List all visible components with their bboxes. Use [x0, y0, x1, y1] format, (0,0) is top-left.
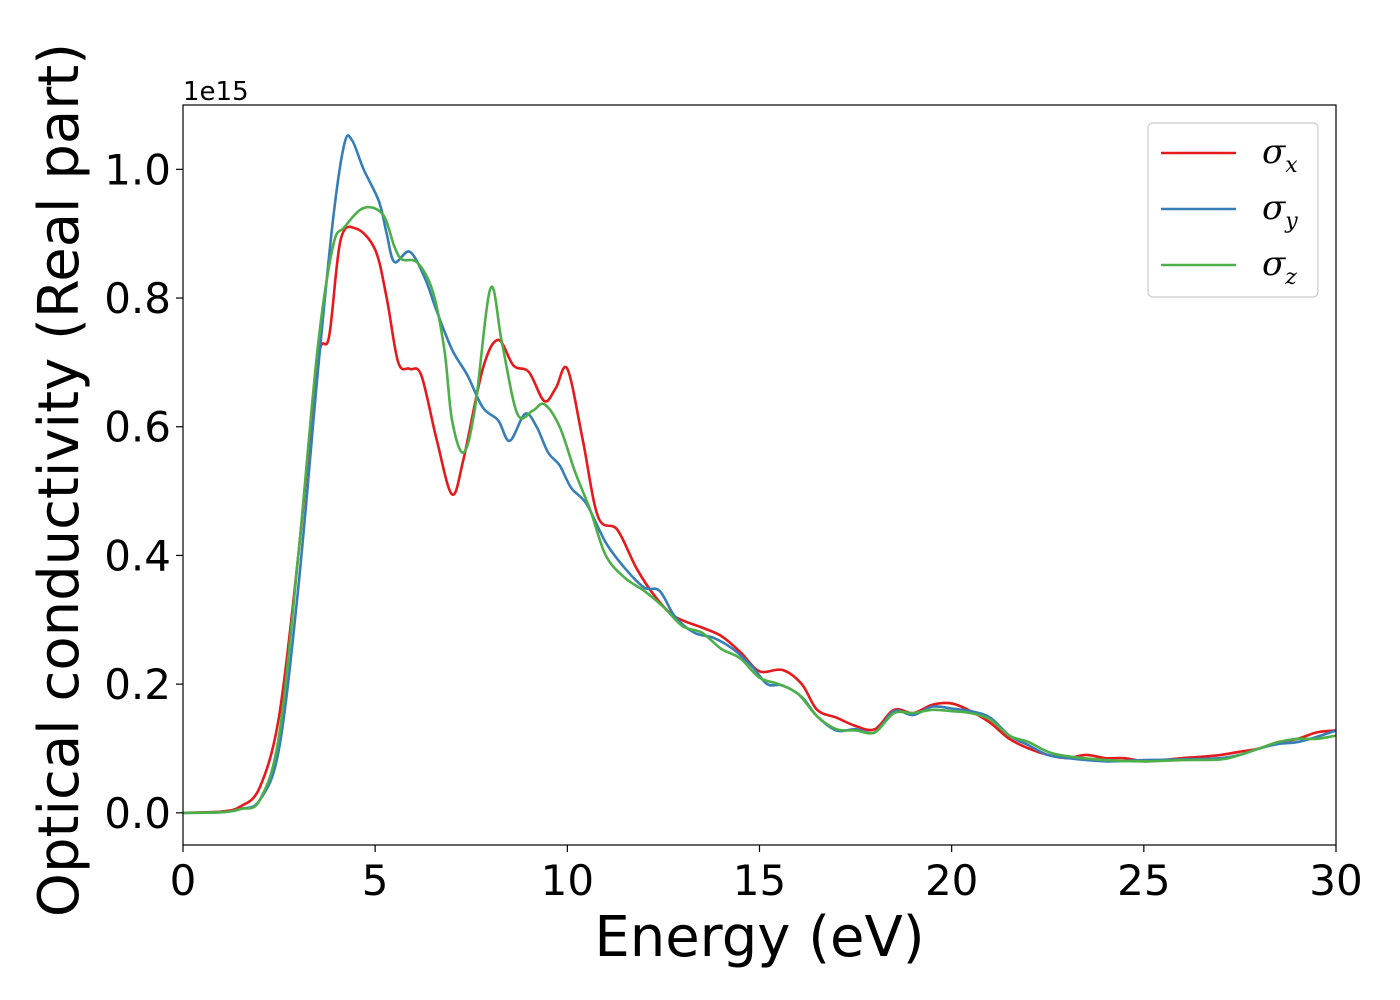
y-axis: 0.0 0.2 0.4 0.6 0.8 1.0 [104, 145, 183, 838]
y-tick-label: 1.0 [104, 145, 171, 194]
legend-symbol: σ [1262, 188, 1286, 228]
x-tick-label: 10 [541, 856, 594, 905]
y-tick-label: 0.6 [104, 403, 171, 452]
y-tick-label: 0.2 [104, 660, 171, 709]
x-tick-label: 15 [733, 856, 786, 905]
x-tick-label: 25 [1117, 856, 1170, 905]
y-tick-label: 0.4 [104, 531, 171, 580]
series-line-z [183, 205, 1336, 815]
legend-label-z: σz [1262, 244, 1297, 290]
legend-symbol: σ [1262, 132, 1286, 172]
y-axis-title: Optical conductivity (Real part) [27, 43, 92, 917]
x-tick-label: 30 [1309, 856, 1362, 905]
x-tick-label: 5 [362, 856, 389, 905]
x-axis-title: Energy (eV) [594, 905, 924, 970]
legend-symbol: σ [1262, 244, 1286, 284]
y-offset-label: 1e15 [183, 77, 249, 107]
x-tick-label: 20 [925, 856, 978, 905]
legend-label-y: σy [1262, 188, 1298, 234]
y-tick-label: 0.0 [104, 789, 171, 838]
x-tick-label: 0 [170, 856, 197, 905]
series-line-x [183, 225, 1336, 815]
y-tick-label: 0.8 [104, 274, 171, 323]
series-line-y [183, 134, 1336, 815]
legend-label-x: σx [1262, 132, 1298, 178]
series-layer [183, 134, 1336, 815]
legend-subscript: x [1285, 153, 1298, 178]
legend-subscript: z [1284, 265, 1297, 290]
x-axis: 0 5 10 15 20 25 30 [170, 845, 1363, 905]
legend-subscript: y [1284, 209, 1298, 234]
